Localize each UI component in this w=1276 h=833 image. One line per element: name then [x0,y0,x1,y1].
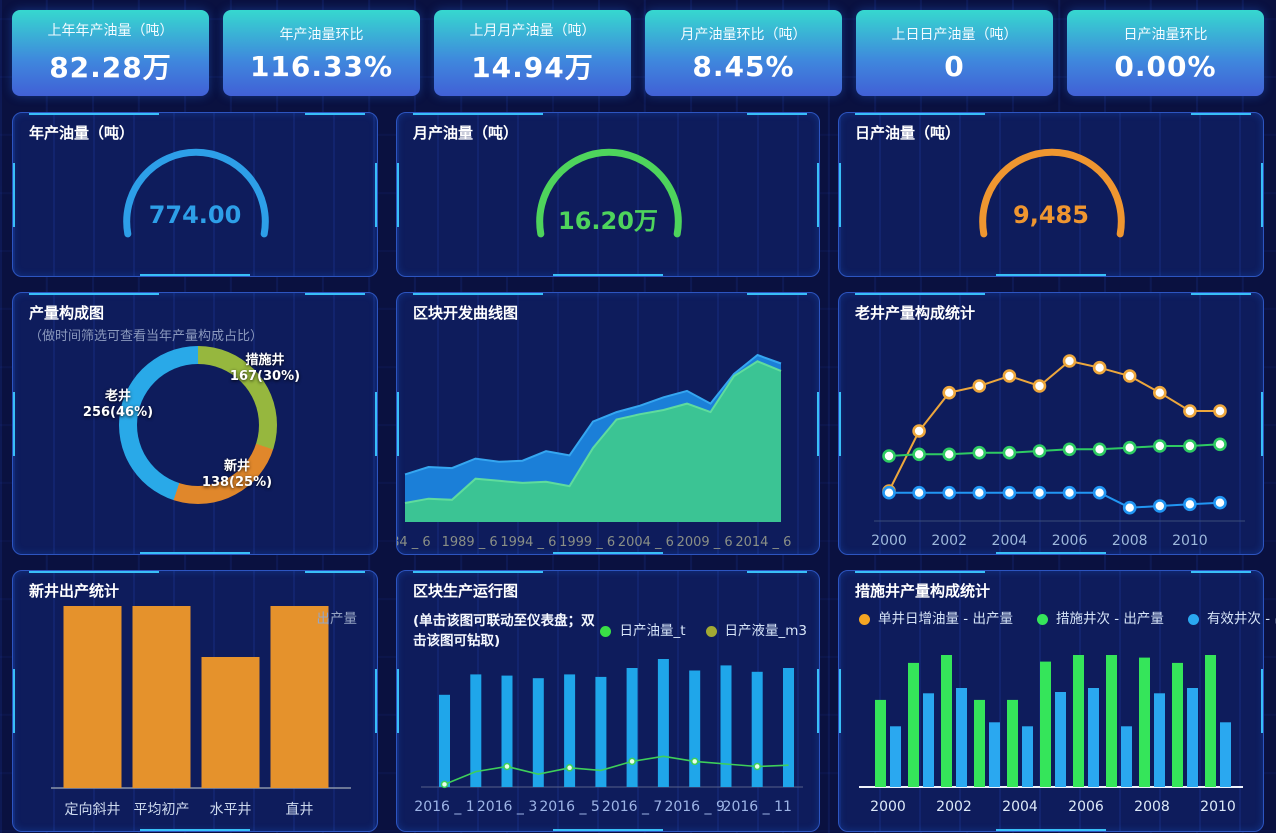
block-run-legend: 日产油量_t 日产液量_m3 [600,619,807,639]
svg-text:2009 _ 6: 2009 _ 6 [677,535,733,550]
panel-title: 区块开发曲线图 [413,304,519,322]
kpi-card-last-month-oil: 上月月产油量（吨） 14.94万 [434,10,631,96]
production-composition-donut [119,346,277,504]
panel-subtitle: (单击该图可联动至仪表盘；双击该图可钻取) [413,613,595,649]
kpi-value: 116.33% [249,49,394,83]
donut-label-old-wells: 老井 256(46%) [82,389,154,421]
panel-old-well-composition: 老井产量构成统计 2000 2002 2004 2006 2008 2010 [838,292,1264,555]
svg-text:2002: 2002 [936,799,972,815]
panel-annual-oil-gauge: 年产油量（吨） 774.00 [12,112,378,277]
kpi-card-annual-oil-ratio: 年产油量环比 116.33% [223,10,420,96]
monthly-oil-gauge-chart [536,148,682,238]
legend-item-single-well[interactable]: 单井日增油量 - 出产量 [859,607,1013,627]
panel-title: 新井出产统计 [29,582,120,600]
donut-label-new-wells: 新井 138(25%) [201,459,273,491]
kpi-value: 8.45% [692,49,795,83]
panel-title: 产量构成图 [29,304,105,322]
svg-text:2004 _ 6: 2004 _ 6 [618,535,674,550]
svg-text:2008: 2008 [1134,799,1170,815]
kpi-card-daily-oil-ratio: 日产油量环比 0.00% [1067,10,1264,96]
old-well-line-chart: 2000 2002 2004 2006 2008 2010 [871,354,1245,549]
svg-text:2000: 2000 [871,533,907,549]
legend-dot-icon [1036,613,1048,625]
svg-text:2014 _ 6: 2014 _ 6 [735,535,791,550]
svg-text:定向斜井: 定向斜井 [65,802,121,818]
panel-title: 月产油量（吨） [413,124,519,142]
svg-text:2016 _ 5: 2016 _ 5 [539,799,599,815]
kpi-label: 日产油量环比 [1123,26,1208,43]
donut-label-measure-wells: 措施井 167(30%) [229,353,301,385]
svg-text:2008: 2008 [1112,533,1148,549]
daily-oil-gauge-chart [979,148,1125,238]
legend-dot-icon [1187,613,1199,625]
panel-title: 年产油量（吨） [29,124,135,142]
kpi-value: 14.94万 [471,51,594,84]
panel-title: 区块生产运行图 [413,582,519,600]
svg-text:2010: 2010 [1172,533,1208,549]
svg-text:1994 _ 6: 1994 _ 6 [500,535,556,550]
panel-block-production-run: 区块生产运行图 (单击该图可联动至仪表盘；双击该图可钻取) 日产油量_t 日产液… [396,570,820,832]
svg-text:平均初产: 平均初产 [134,801,190,818]
svg-text:2016 _ 9: 2016 _ 9 [664,799,724,815]
svg-text:2002: 2002 [931,533,967,549]
new-well-bar-chart: 定向斜井 平均初产 水平井 直井 [51,606,351,818]
gauge-value: 774.00 [148,201,242,229]
panel-monthly-oil-gauge: 月产油量（吨） 16.20万 [396,112,820,277]
svg-text:2016 _ 7: 2016 _ 7 [602,799,662,815]
gauge-value: 9,485 [1013,201,1089,229]
panel-new-well-output: 新井出产统计 出产量 定向斜井 平均初产 水平井 直井 [12,570,378,832]
svg-text:2010: 2010 [1200,799,1236,815]
block-production-bar-line-chart[interactable]: 2016 _ 1 2016 _ 3 2016 _ 5 2016 _ 7 2016 _ 9… [397,571,821,833]
svg-text:2006: 2006 [1068,799,1104,815]
annual-oil-gauge-chart [123,148,269,238]
kpi-card-yesterday-daily-oil: 上日日产油量（吨） 0 [856,10,1053,96]
donut-hole [137,364,259,486]
kpi-label: 上日日产油量（吨） [891,26,1018,43]
kpi-label: 上年年产油量（吨） [47,23,174,39]
panel-daily-oil-gauge: 日产油量（吨） 9,485 [838,112,1264,277]
kpi-card-monthly-oil-ratio: 月产油量环比（吨） 8.45% [645,10,842,96]
panel-title: 日产油量（吨） [855,124,961,142]
legend-dot-icon [705,625,717,637]
svg-text:水平井: 水平井 [210,802,252,818]
legend-dot-icon [859,613,870,625]
legend-dot-icon [600,625,612,637]
measure-well-legend: 单井日增油量 - 出产量 措施井次 - 出产量 有效井次 - 出产量 [859,607,1276,627]
svg-text:84 _ 6: 84 _ 6 [397,535,431,550]
svg-text:2004: 2004 [992,533,1028,549]
svg-text:直井: 直井 [286,801,314,818]
svg-text:2016 _ 1: 2016 _ 1 [414,799,474,815]
kpi-label: 上月月产油量（吨） [469,23,596,39]
gauge-value: 16.20万 [558,207,658,235]
svg-text:2000: 2000 [870,799,906,815]
svg-text:1999 _ 6: 1999 _ 6 [559,535,615,550]
panel-title: 老井产量构成统计 [855,304,976,322]
panel-measure-well-composition: 措施井产量构成统计 单井日增油量 - 出产量 措施井次 - 出产量 有效井次 -… [838,570,1276,832]
panel-title: 措施井产量构成统计 [855,582,991,600]
svg-text:2016 _ 3: 2016 _ 3 [477,799,537,815]
kpi-label: 月产油量环比（吨） [680,26,807,43]
legend-item-measure-times[interactable]: 措施井次 - 出产量 [1036,607,1164,627]
panel-production-composition: 产量构成图 （做时间筛选可查看当年产量构成占比） 措施井 167(30%) 老井… [12,292,378,555]
kpi-value: 82.28万 [49,51,172,84]
svg-text:1989 _ 6: 1989 _ 6 [442,535,498,550]
kpi-card-last-year-annual-oil: 上年年产油量（吨） 82.28万 [12,10,209,96]
legend-item-effective-times[interactable]: 有效井次 - 出产量 [1187,607,1276,627]
svg-text:2004: 2004 [1002,799,1038,815]
measure-well-grouped-bar-chart: 2000 2002 2004 2006 2008 2010 [859,655,1243,815]
legend-output[interactable]: 出产量 [316,611,358,627]
kpi-label: 年产油量环比 [279,26,364,43]
legend-item-oil[interactable]: 日产油量_t [600,619,686,639]
svg-text:2006: 2006 [1052,533,1088,549]
svg-text:2016 _ 11: 2016 _ 11 [723,799,792,815]
kpi-value: 0.00% [1114,49,1217,83]
panel-subtitle: （做时间筛选可查看当年产量构成占比） [29,329,264,344]
kpi-value: 0 [944,49,965,83]
kpi-row: 上年年产油量（吨） 82.28万 年产油量环比 116.33% 上月月产油量（吨… [0,0,1276,96]
legend-item-liquid[interactable]: 日产液量_m3 [705,619,807,639]
block-run-subrow: (单击该图可联动至仪表盘；双击该图可钻取) 日产油量_t 日产液量_m3 [413,609,807,649]
dashboard-grid: 年产油量（吨） 774.00 月产油量（吨） 16.20万 日产油量（吨） 9,… [0,96,1276,832]
